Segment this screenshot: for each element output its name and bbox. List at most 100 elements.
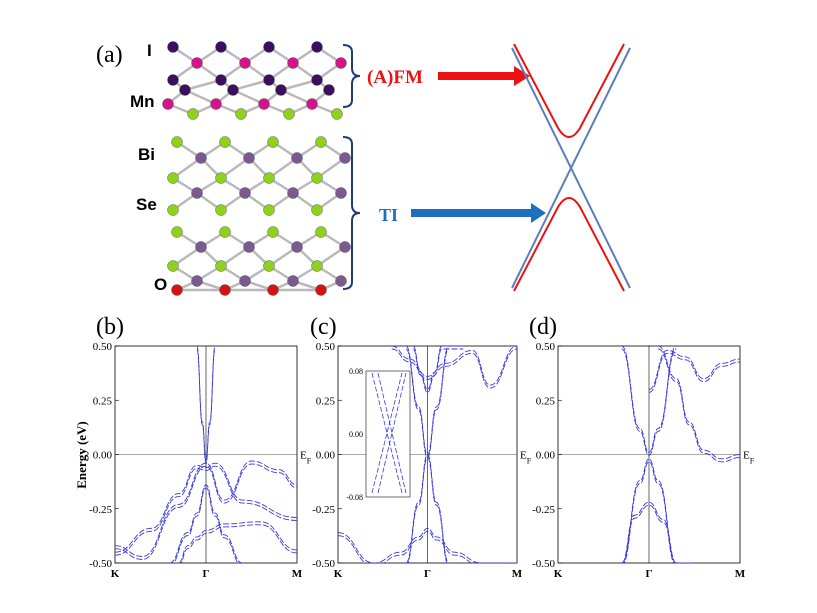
fermi-label: EF <box>743 450 755 466</box>
kpoint-label: M <box>735 568 746 580</box>
atom-bi <box>191 187 203 199</box>
ti-bracket <box>342 136 361 290</box>
bond <box>220 156 250 180</box>
atom-se <box>235 108 247 120</box>
atom-mn <box>162 98 174 110</box>
band-line <box>648 352 740 393</box>
band-line <box>115 462 297 553</box>
bond <box>184 78 222 92</box>
y-tick-label: -0.25 <box>89 504 112 516</box>
atom-mn <box>210 98 222 110</box>
kpoint-label: M <box>292 568 303 580</box>
atom-se <box>283 108 295 120</box>
band-line <box>391 346 517 386</box>
band-line <box>623 461 675 563</box>
band-plot-d: 0.50 0.25 0.00 -0.25 -0.50K Γ M EF <box>532 341 755 580</box>
band-line <box>412 346 464 390</box>
band-line <box>338 530 472 563</box>
atom-se <box>331 108 343 120</box>
y-tick-label: 0.25 <box>536 395 556 407</box>
bands <box>621 346 740 563</box>
y-tick-label: -0.25 <box>312 504 335 516</box>
atom-se <box>167 172 179 184</box>
atom-bi <box>339 241 351 253</box>
panel-c-label: (c) <box>310 314 337 340</box>
inset-tick-label: -0.08 <box>346 493 363 502</box>
band-line <box>391 348 517 389</box>
inset-band <box>377 372 407 494</box>
atom-label-bi: Bi <box>138 145 155 164</box>
atom-bi <box>239 275 251 287</box>
atom-bi <box>335 275 347 287</box>
y-tick-label: -0.50 <box>89 558 112 570</box>
atom-se <box>215 260 227 272</box>
atom-i <box>311 41 323 53</box>
y-tick-label: 0.00 <box>316 450 336 462</box>
kpoint-label: Γ <box>203 568 210 580</box>
bands <box>338 346 517 563</box>
panel-b-label: (b) <box>96 314 124 340</box>
atom-bi <box>195 152 207 164</box>
atom-se <box>171 136 183 148</box>
bands <box>115 346 297 563</box>
atom-se <box>311 172 323 184</box>
inset-frame <box>365 370 411 498</box>
atom-label-i: I <box>147 41 152 60</box>
gapped-upper-band <box>513 43 625 138</box>
panel-d-label: (d) <box>529 314 557 340</box>
band-line <box>623 504 675 563</box>
atom-o <box>171 284 183 296</box>
band-line <box>407 348 450 563</box>
atom-bi <box>239 187 251 199</box>
band-line <box>412 348 464 393</box>
dirac-line-2 <box>511 47 631 289</box>
y-tick-label: 0.00 <box>536 450 556 462</box>
ti-arrow <box>411 203 546 223</box>
dirac-cone-schematic <box>511 43 631 292</box>
y-tick-label: 0.25 <box>93 395 113 407</box>
band-line <box>621 348 677 456</box>
y-tick-label: -0.25 <box>532 504 555 516</box>
fermi-label-sub: F <box>750 456 755 465</box>
fm-label: (A)FM <box>367 67 423 88</box>
inset-band <box>377 372 407 494</box>
y-tick-label: 0.25 <box>316 395 336 407</box>
atom-i <box>263 41 275 53</box>
band-line <box>657 348 740 463</box>
atom-se <box>263 172 275 184</box>
atom-bi <box>287 275 299 287</box>
atom-i <box>167 41 179 53</box>
kpoint-label: K <box>111 568 120 580</box>
bond <box>268 156 298 180</box>
band-line <box>196 348 216 465</box>
atom-se <box>187 108 199 120</box>
kpoint-label: Γ <box>646 568 653 580</box>
atom-se <box>215 172 227 184</box>
fermi-label-sub: F <box>527 456 532 465</box>
bond <box>232 78 270 92</box>
atom-label-mn: Mn <box>130 92 155 111</box>
y-tick-label: 0.50 <box>536 341 556 353</box>
band-line <box>621 501 695 563</box>
band-plot-b: 0.50 0.25 0.00 -0.25 -0.50K Γ M EF <box>89 341 312 580</box>
atom-se <box>267 226 279 238</box>
band-line <box>181 524 297 563</box>
band-line <box>338 527 517 563</box>
inset-tick-label: 0.00 <box>349 430 363 439</box>
fm-bracket <box>342 44 361 108</box>
fermi-label-sub: F <box>307 456 312 465</box>
ti-label: TI <box>379 205 398 225</box>
atom-i <box>227 84 239 96</box>
atom-se <box>219 136 231 148</box>
atom-bi <box>191 275 203 287</box>
atom-o <box>267 284 279 296</box>
kpoint-label: K <box>554 568 563 580</box>
band-plot-c: 0.50 0.25 0.00 -0.25 -0.50K Γ M EF 0.08 0.00 -0.08 <box>312 341 532 580</box>
atom-bi <box>287 187 299 199</box>
atom-se <box>267 136 279 148</box>
band-line <box>115 465 297 556</box>
y-tick-label: 0.50 <box>316 341 336 353</box>
band-line <box>648 349 740 390</box>
atom-bi <box>291 241 303 253</box>
